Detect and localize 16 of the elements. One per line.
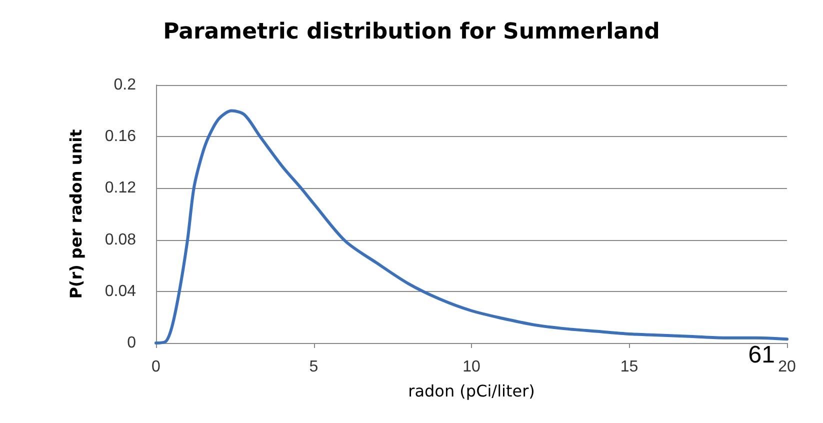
y-tick-label: 0.16 <box>104 128 136 146</box>
y-axis-title: P(r) per radon unit <box>66 128 86 299</box>
y-tick-label: 0.2 <box>114 76 136 94</box>
x-tick-label: 20 <box>778 358 796 376</box>
x-tick-label: 0 <box>152 358 161 376</box>
y-tick-label: 0 <box>127 334 136 352</box>
x-tick-label: 15 <box>620 358 638 376</box>
line-series <box>154 109 788 344</box>
x-axis-title: radon (pCi/liter) <box>408 382 535 400</box>
chart-title: Parametric distribution for Summerland <box>163 20 660 44</box>
y-tick-label: 0.12 <box>104 180 136 197</box>
y-tick-label: 0.04 <box>104 282 136 300</box>
x-tick-label: 5 <box>309 358 318 376</box>
x-tick-label: 10 <box>462 358 480 376</box>
annotation: 61 <box>748 342 776 368</box>
y-tick-label: 0.08 <box>104 231 136 248</box>
